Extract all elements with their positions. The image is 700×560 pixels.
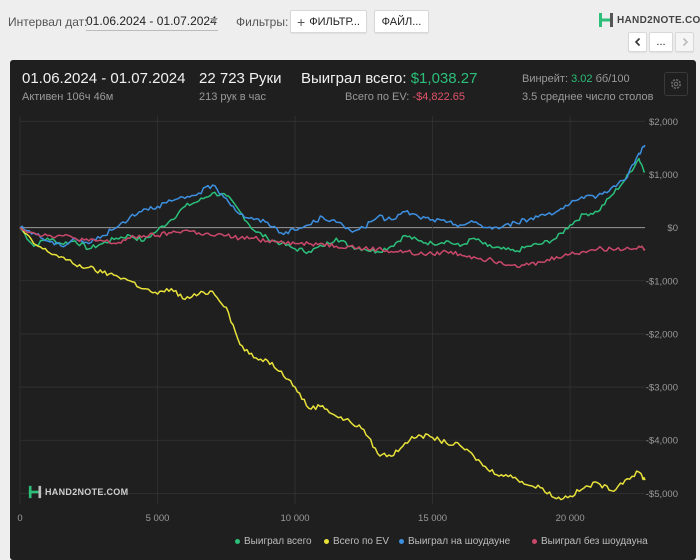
watermark-text: HAND2NOTE.COM bbox=[45, 487, 129, 497]
x-tick-label: 5 000 bbox=[146, 513, 170, 524]
watermark-logo-icon bbox=[28, 485, 42, 499]
logo-icon bbox=[599, 13, 613, 27]
legend-label: Выиграл всего bbox=[244, 536, 312, 547]
summary-period: 01.06.2024 - 01.07.2024 bbox=[22, 70, 186, 87]
chevron-left-icon bbox=[634, 37, 640, 47]
ev-label: Всего по EV: bbox=[345, 91, 410, 103]
y-tick-label: -$1,000 bbox=[646, 276, 678, 287]
series-line-ev bbox=[19, 226, 646, 501]
watermark: HAND2NOTE.COM bbox=[28, 485, 128, 499]
legend-item-won[interactable]: Выиграл всего bbox=[235, 536, 312, 547]
y-tick-label: -$4,000 bbox=[646, 436, 678, 447]
grid bbox=[19, 116, 645, 504]
y-tick-label: -$2,000 bbox=[646, 329, 678, 340]
y-tick-label: $1,000 bbox=[649, 170, 678, 181]
filter-button[interactable]: + ФИЛЬТР... bbox=[290, 10, 367, 33]
ev-value: -$4,822.65 bbox=[412, 91, 466, 103]
y-tick-label: $2,000 bbox=[649, 117, 678, 128]
summary-won: Выиграл всего: $1,038.27 bbox=[301, 70, 477, 87]
logo-text: HAND2NOTE.COM bbox=[617, 14, 700, 26]
date-range-value: 01.06.2024 - 01.07.2024 bbox=[86, 14, 217, 28]
y-tick-label: -$3,000 bbox=[646, 383, 678, 394]
x-tick-label: 10 000 bbox=[281, 513, 310, 524]
x-tick-label: 20 000 bbox=[556, 513, 585, 524]
summary-winrate: Винрейт: 3.02 бб/100 bbox=[522, 73, 630, 85]
legend-swatch bbox=[324, 539, 329, 544]
logo: HAND2NOTE.COM bbox=[598, 12, 700, 28]
plus-icon: + bbox=[297, 13, 306, 30]
toolbar: Интервал дат: 01.06.2024 - 01.07.2024 Фи… bbox=[0, 0, 700, 60]
filter-button-label: ФИЛЬТР... bbox=[309, 15, 360, 28]
settings-button[interactable] bbox=[664, 72, 688, 96]
legend-label: Выиграл на шоудауне bbox=[408, 536, 511, 547]
series-lines bbox=[19, 144, 646, 501]
legend-item-showdown[interactable]: Выиграл на шоудауне bbox=[399, 536, 510, 547]
legend-item-ev[interactable]: Всего по EV bbox=[324, 536, 389, 547]
summary-hands-rate: 213 рук в час bbox=[199, 91, 267, 103]
legend-label: Выиграл без шоудауна bbox=[541, 536, 648, 547]
filters-label: Фильтры: bbox=[236, 15, 289, 29]
chevron-down-icon bbox=[210, 18, 218, 23]
series-line-nonshowdown bbox=[19, 227, 646, 268]
date-range-select[interactable]: 01.06.2024 - 01.07.2024 bbox=[86, 14, 218, 31]
next-button[interactable] bbox=[675, 32, 694, 52]
gear-icon bbox=[671, 79, 681, 89]
prev-button[interactable] bbox=[628, 32, 647, 52]
series-line-showdown bbox=[19, 144, 646, 248]
summary-tables: 3.5 среднее число столов bbox=[522, 91, 654, 103]
summary-ev: Всего по EV: -$4,822.65 bbox=[345, 91, 465, 103]
legend-swatch bbox=[532, 539, 537, 544]
more-button-label: ... bbox=[656, 36, 666, 48]
y-tick-label: -$5,000 bbox=[646, 489, 678, 500]
legend-swatch bbox=[399, 539, 404, 544]
file-button[interactable]: ФАЙЛ... bbox=[374, 10, 429, 33]
chevron-right-icon bbox=[682, 37, 688, 47]
y-axis: $2,000 $1,000 $0 -$1,000 -$2,000 -$3,000 -$4,0… bbox=[646, 117, 678, 500]
legend-swatch bbox=[235, 539, 240, 544]
summary-hands: 22 723 Руки bbox=[199, 70, 282, 87]
x-tick-label: 15 000 bbox=[418, 513, 447, 524]
won-value: $1,038.27 bbox=[410, 70, 478, 87]
series-line-won bbox=[19, 157, 646, 255]
winrate-unit: бб/100 bbox=[595, 73, 630, 85]
legend-item-nonshowdown[interactable]: Выиграл без шоудауна bbox=[532, 536, 648, 547]
won-label: Выиграл всего: bbox=[301, 70, 407, 87]
more-button[interactable]: ... bbox=[649, 32, 673, 52]
y-tick-label: $0 bbox=[667, 223, 678, 234]
legend-label: Всего по EV bbox=[333, 536, 390, 547]
winrate-value: 3.02 bbox=[571, 73, 593, 85]
interval-label: Интервал дат: bbox=[8, 15, 88, 29]
winrate-label: Винрейт: bbox=[522, 73, 569, 85]
x-axis: 0 5 000 10 000 15 000 20 000 bbox=[17, 513, 584, 524]
graph-panel bbox=[10, 60, 696, 560]
summary-active-time: Активен 106ч 46м bbox=[22, 91, 114, 103]
file-button-label: ФАЙЛ... bbox=[381, 15, 422, 28]
x-tick-label: 0 bbox=[17, 513, 22, 524]
